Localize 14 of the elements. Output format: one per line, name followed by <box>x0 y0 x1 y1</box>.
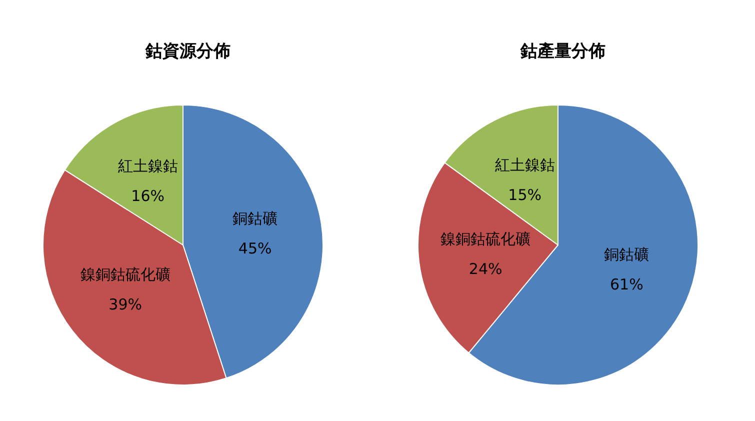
data-label: 61% <box>610 276 644 294</box>
slice-label: 紅土鎳鈷 <box>118 157 178 176</box>
data-label: 16% <box>131 187 165 206</box>
data-label: 15% <box>508 186 542 204</box>
data-label: 39% <box>108 296 142 314</box>
slice-label: 紅土鎳鈷 <box>494 156 555 174</box>
slice-label: 銅鈷礦 <box>604 246 650 264</box>
data-label: 24% <box>468 260 502 278</box>
slice-label: 鎳銅鈷硫化礦 <box>440 230 531 248</box>
slice-label: 鎳銅鈷硫化礦 <box>80 266 170 284</box>
chart-title: 鈷資源分佈 <box>144 42 230 62</box>
chart-title: 鈷產量分佈 <box>520 42 606 62</box>
data-label: 45% <box>238 240 272 258</box>
slice-label: 銅鈷礦 <box>232 210 278 228</box>
